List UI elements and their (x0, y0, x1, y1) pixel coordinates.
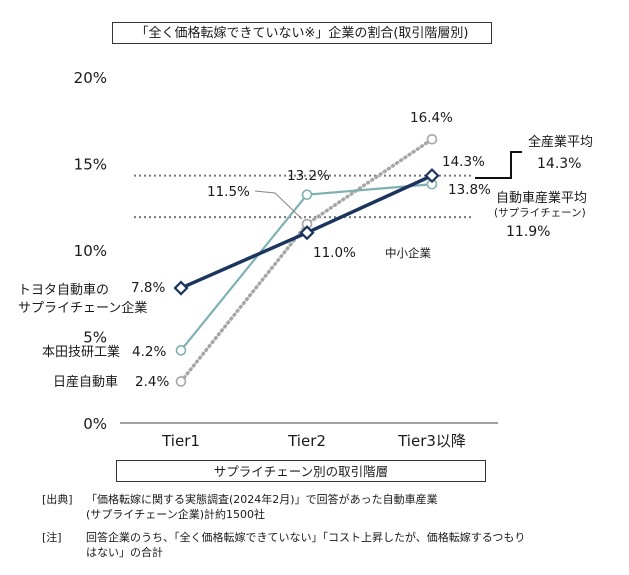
data-point (175, 345, 187, 356)
series-label: 日産自動車 (53, 374, 118, 390)
data-label: 4.2% (132, 344, 166, 360)
data-label: 11.5% (207, 184, 250, 200)
data-point (175, 376, 187, 387)
y-tick-label: 20% (74, 69, 107, 87)
reference-sublabel: (サプライチェーン) (494, 207, 586, 219)
chart-title: 「全く価格転嫁できていない※」企業の割合(取引階層別) (112, 22, 492, 44)
source-tag: [出典] (42, 493, 73, 506)
data-label: 13.8% (448, 182, 491, 198)
data-label: 2.4% (135, 374, 169, 390)
series-label: サプライチェーン企業 (18, 300, 147, 316)
reference-value: 14.3% (537, 156, 581, 172)
reference-label: 全産業平均 (528, 134, 593, 150)
data-point (173, 280, 189, 296)
series-line (180, 183, 433, 352)
source-note: [出典] 「価格転嫁に関する実態調査(2024年2月)」で回答があった自動車産業 … (42, 492, 438, 522)
source-line-1: 「価格転嫁に関する実態調査(2024年2月)」で回答があった自動車産業 (86, 493, 438, 506)
y-tick-label: 0% (83, 415, 107, 433)
reference-bracket (475, 151, 522, 179)
x-tick-label: Tier2 (287, 432, 326, 450)
reference-label: 自動車産業平均 (496, 190, 587, 206)
data-label: 13.2% (287, 168, 330, 184)
data-label: 16.4% (410, 110, 453, 126)
data-label: 7.8% (131, 280, 165, 296)
data-point (301, 189, 313, 200)
x-axis-title: サプライチェーン別の取引階層 (116, 460, 486, 482)
leader-line (254, 190, 303, 220)
data-point (299, 225, 315, 241)
note-tag: [注] (42, 531, 62, 544)
data-label: 14.3% (442, 154, 485, 170)
footnote: [注] 回答企業のうち、「全く価格転嫁できていない」「コスト上昇したが、価格転嫁す… (42, 530, 525, 560)
data-point (426, 133, 438, 145)
reference-value: 11.9% (506, 224, 550, 240)
source-line-2: (サプライチェーン企業)計約1500社 (86, 508, 266, 521)
x-tick-label: Tier1 (161, 432, 200, 450)
y-tick-label: 15% (74, 156, 107, 174)
x-tick-label: Tier3以降 (397, 432, 466, 450)
note-line-1: 回答企業のうち、「全く価格転嫁できていない」「コスト上昇したが、価格転嫁するつも… (86, 531, 526, 544)
note-line-2: はない」の合計 (86, 546, 163, 559)
y-tick-label: 10% (74, 242, 107, 260)
y-tick-label: 5% (83, 329, 107, 347)
series-label: トヨタ自動車の (18, 283, 109, 298)
data-label: 11.0% (313, 245, 356, 261)
series-label: 本田技研工業 (42, 344, 120, 360)
annotation-label: 中小企業 (385, 246, 431, 260)
data-point (424, 168, 440, 184)
